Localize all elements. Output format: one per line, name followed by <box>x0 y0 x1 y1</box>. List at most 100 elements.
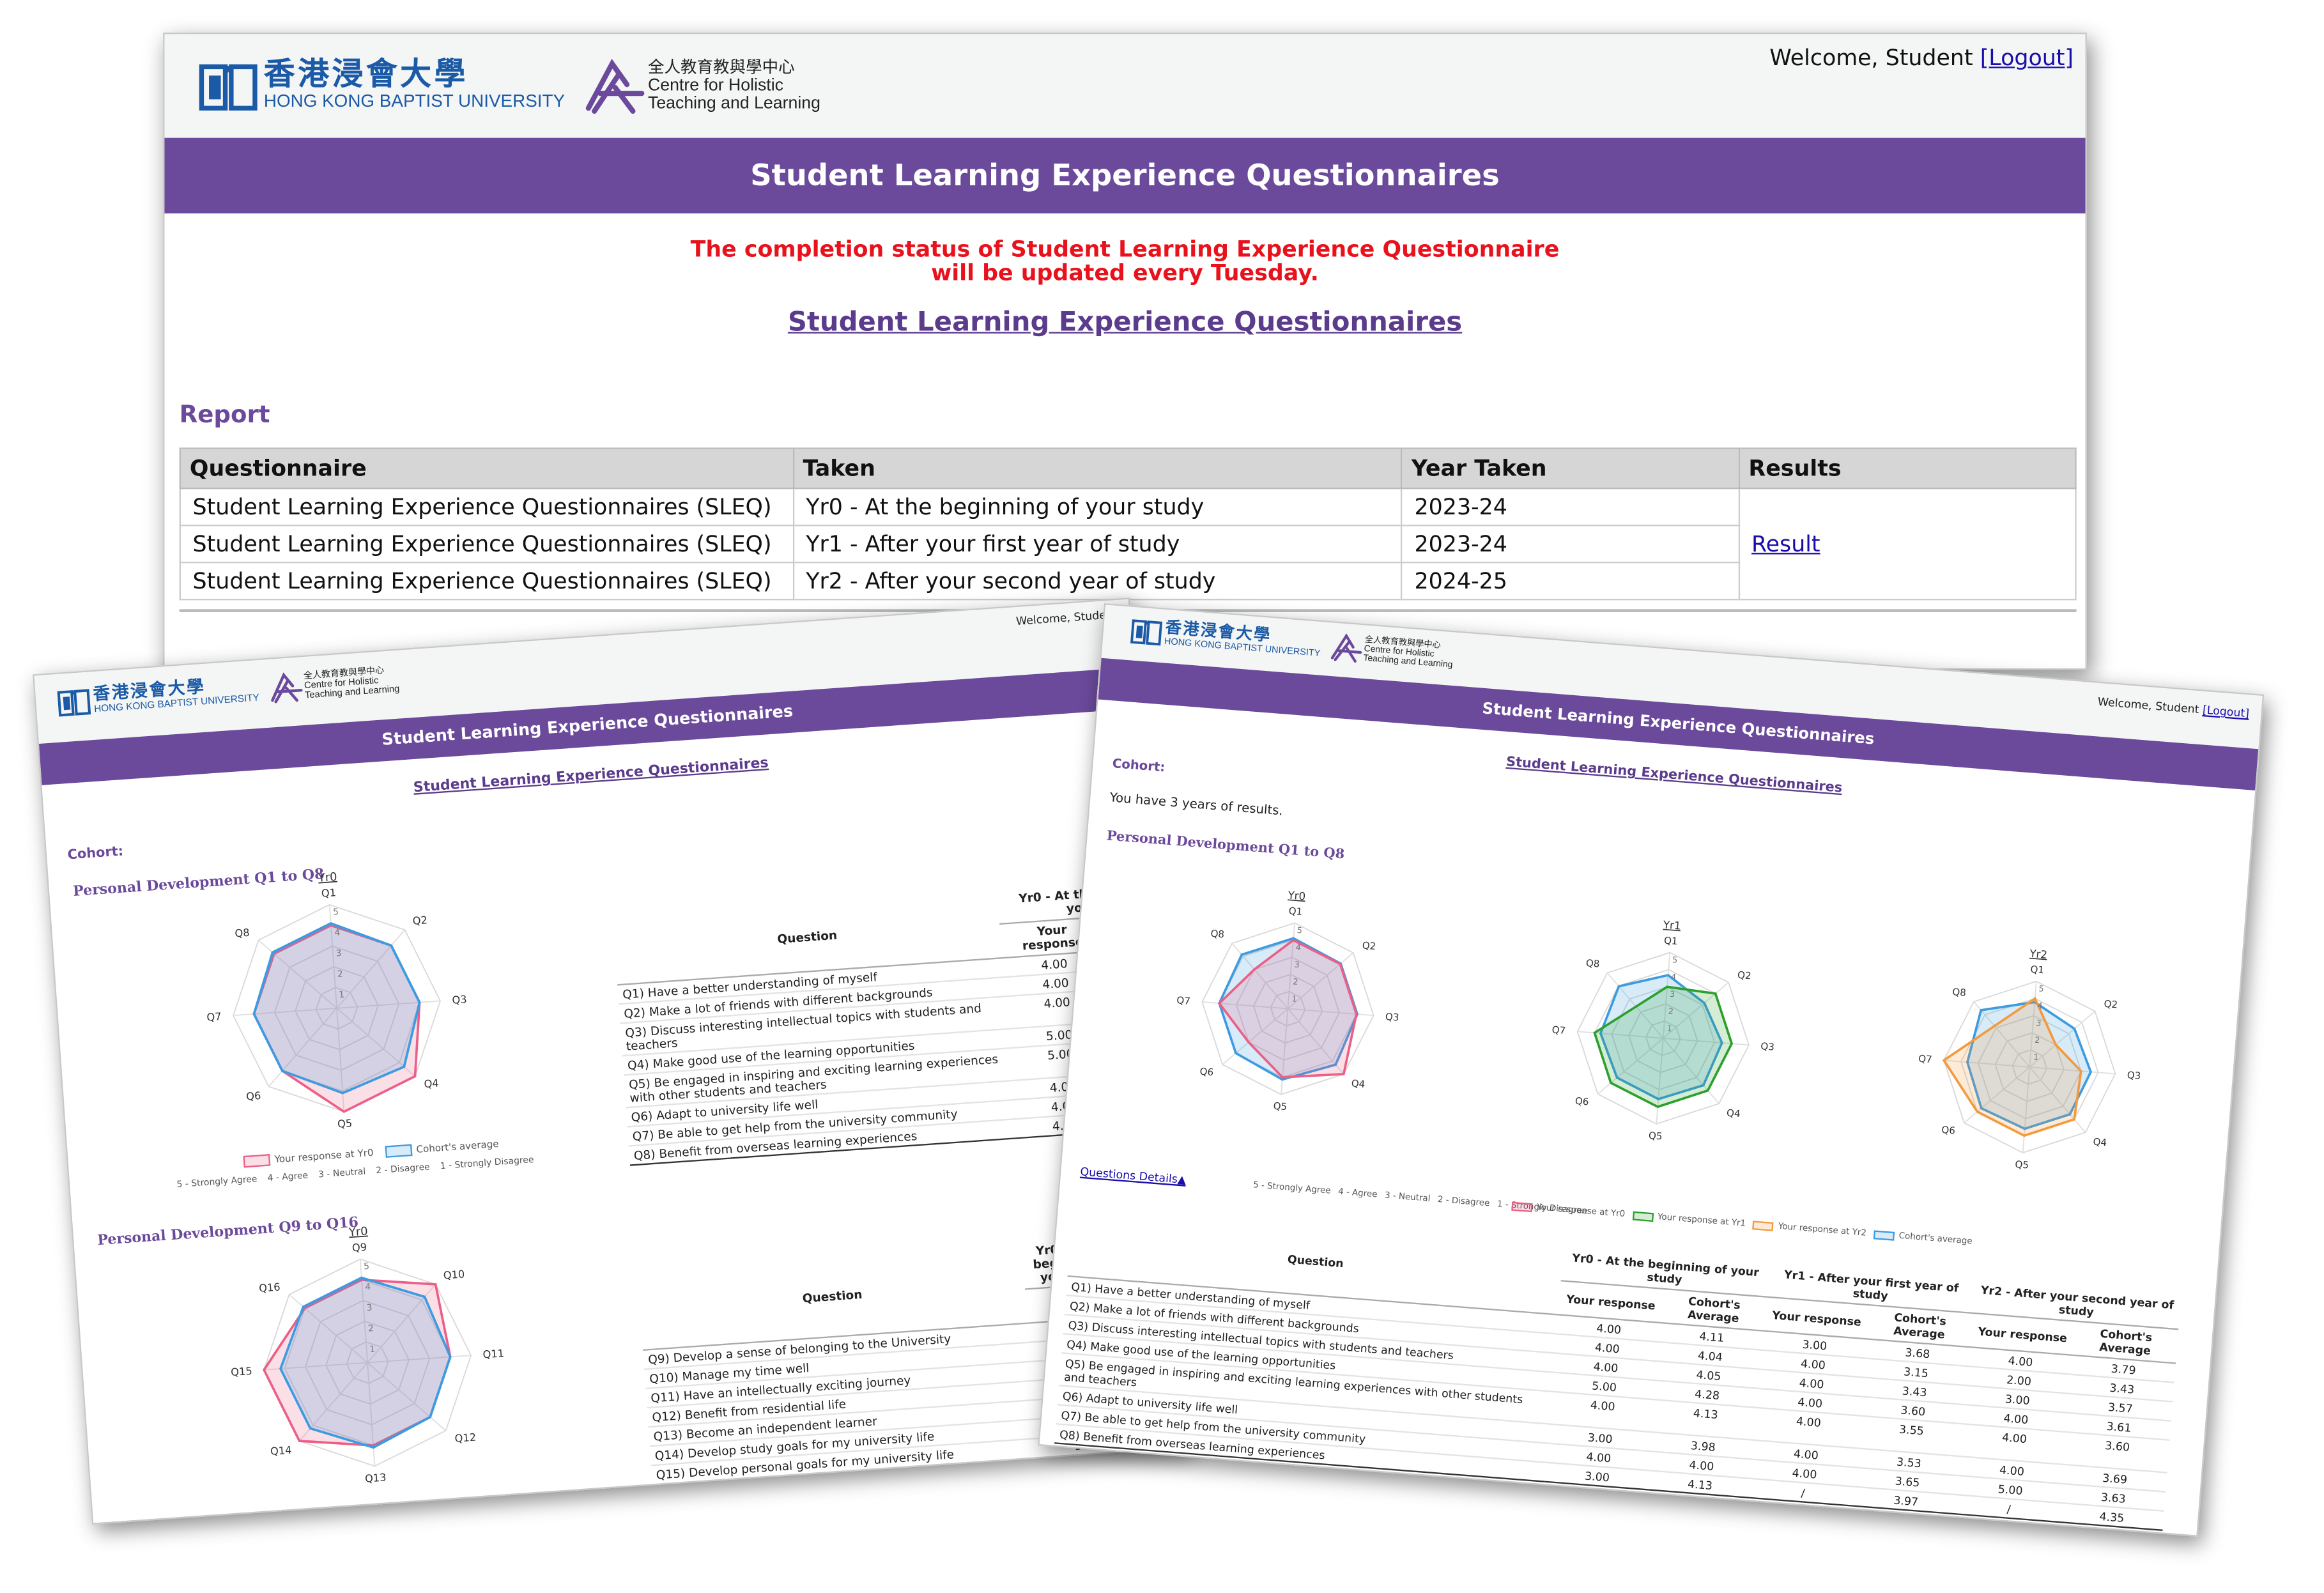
left-page: Student Learning Experience Questionnair… <box>33 597 1189 1525</box>
notice-line: will be updated every Tuesday. <box>931 259 1319 286</box>
axis-label: Q8 <box>235 927 250 940</box>
axis-label: Q1 <box>1288 905 1303 918</box>
ring-label: 4 <box>1670 973 1676 983</box>
legend-swatch <box>1632 1211 1654 1222</box>
axis-label: Q7 <box>1918 1053 1933 1066</box>
axis-label: Q6 <box>1941 1124 1956 1137</box>
report-row: Student Learning Experience Questionnair… <box>179 488 2077 601</box>
axis-label: Q10 <box>443 1268 465 1281</box>
result-cell: Result <box>1738 488 2077 601</box>
axis-label: Q3 <box>1760 1040 1775 1053</box>
report-cell: Yr0 - At the beginning of your study <box>792 488 1403 527</box>
spoke <box>336 1008 416 1077</box>
spoke <box>367 1362 447 1431</box>
spoke <box>1287 1008 1344 1075</box>
spoke <box>1577 1031 1663 1039</box>
brand: 香港浸會大學 HONG KONG BAPTIST UNIVERSITY 全人教育教與… <box>1129 614 1454 670</box>
legend-swatch <box>385 1144 413 1158</box>
axis-label: Q7 <box>1551 1024 1566 1036</box>
hkbu-name-zh: 香港浸會大學 <box>263 54 468 91</box>
column-header: Questionnaire <box>179 447 794 489</box>
logo-shape <box>586 59 645 114</box>
spoke <box>328 904 337 1008</box>
logo-shape <box>271 672 303 704</box>
ring-label: 2 <box>367 1323 374 1334</box>
centre-text: 全人教育教與學中心 Centre for Holistic Teaching and… <box>648 57 820 112</box>
spoke <box>258 939 337 1009</box>
report-row: Student Learning Experience Questionnair… <box>179 525 2076 564</box>
axis-label: Q7 <box>206 1010 222 1024</box>
axis-label: Q1 <box>1663 935 1678 948</box>
ring-label: 3 <box>366 1303 373 1314</box>
axis-label: Q2 <box>1737 969 1751 982</box>
ring-label: 2 <box>337 969 343 980</box>
axis-label: Q8 <box>1585 957 1600 970</box>
hkbu-logo-icon <box>57 689 91 717</box>
ring-label: 5 <box>2038 984 2044 994</box>
report-cell: Student Learning Experience Questionnair… <box>179 488 794 527</box>
spoke <box>1964 1066 2030 1124</box>
axis-label: Q3 <box>1385 1011 1399 1024</box>
axis-label: Q2 <box>1362 939 1376 952</box>
logo-shape <box>199 64 258 111</box>
spoke <box>1597 1038 1664 1095</box>
spoke <box>1663 1037 1749 1046</box>
report-cell: 2024-25 <box>1401 562 1740 601</box>
results-table: Question Yr0 - At the beginning of your s… <box>1054 1208 2182 1531</box>
spoke <box>1944 1059 2030 1068</box>
radar-chart: 1 2 3 4 5 Q1 Q2 Q3 Q4 Q5 Q6 Q7 Q8 Yr0 <box>1176 889 1399 1113</box>
axis-label: Q8 <box>1952 986 1967 999</box>
axis-label: Q7 <box>1176 994 1191 1007</box>
spoke <box>2022 1066 2031 1153</box>
axis-label: Q14 <box>270 1444 292 1458</box>
report-cell: Yr1 - After your first year of study <box>792 525 1403 564</box>
scale-item: 2 - Disagree <box>375 1162 431 1176</box>
questions-details-link[interactable]: Questions Details▲ <box>1079 1164 1187 1187</box>
legend-swatch <box>1873 1230 1895 1241</box>
logo-shape <box>63 696 71 711</box>
series-area <box>1966 1001 2093 1130</box>
centre-logo-icon <box>271 672 303 704</box>
axis-label: Q11 <box>482 1347 505 1360</box>
axis-label: Q5 <box>1273 1100 1288 1113</box>
report-cell: Yr2 - After your second year of study <box>792 562 1403 601</box>
report-table-wrap: Questionnaire Taken Year Taken Results Stude… <box>179 447 2077 612</box>
main-page: Welcome, Student [Logout] Student Learni… <box>163 33 2087 670</box>
scale-item: 3 - Neutral <box>318 1166 366 1181</box>
notice: The completion status of Student Learnin… <box>164 237 2085 284</box>
spoke <box>2029 1010 2096 1068</box>
report-row: Student Learning Experience Questionnair… <box>179 562 2076 601</box>
spoke <box>367 1362 376 1466</box>
axis-label: Q1 <box>2030 964 2045 976</box>
ring-label: 1 <box>339 990 345 1001</box>
right-page: Student Learning Experience Questionnair… <box>1038 603 2265 1537</box>
scale-item: 3 - Neutral <box>1384 1192 1431 1204</box>
radar-chart: 1 2 3 4 5 Q9 Q10 Q11 Q12 Q13 Q14 Q15 Q16 Yr0 <box>231 1225 505 1485</box>
ring-label: 2 <box>2035 1036 2040 1046</box>
spoke <box>336 1000 441 1009</box>
axis-label: Q6 <box>246 1089 261 1103</box>
ring-label: 3 <box>335 948 342 959</box>
axis-label: Q4 <box>424 1077 439 1091</box>
legend-swatch <box>1752 1220 1774 1231</box>
centre-text: 全人教育教與學中心 Centre for Holistic Teaching and… <box>303 663 399 700</box>
chart-title: Yr0 <box>348 1225 368 1240</box>
questionnaire-link[interactable]: Student Learning Experience Questionnair… <box>787 307 1463 338</box>
ring-label: 3 <box>1294 960 1300 971</box>
logo-shape <box>209 75 221 100</box>
scale-item: 4 - Agree <box>1337 1188 1378 1201</box>
spoke <box>1606 972 1664 1039</box>
spoke <box>1663 981 1729 1039</box>
column-header: Taken <box>792 447 1403 489</box>
series-area <box>1217 939 1358 1079</box>
scale-item: 5 - Strongly Agree <box>1252 1181 1332 1197</box>
spoke <box>1973 1001 2030 1068</box>
centre-name-en: Teaching and Learning <box>647 94 820 112</box>
spoke <box>336 929 406 1009</box>
result-link[interactable]: Result <box>1751 530 1820 558</box>
logout-link[interactable]: [Logout] <box>1980 44 2074 72</box>
ring-label: 4 <box>334 928 341 939</box>
axis-label: Q5 <box>337 1117 352 1130</box>
